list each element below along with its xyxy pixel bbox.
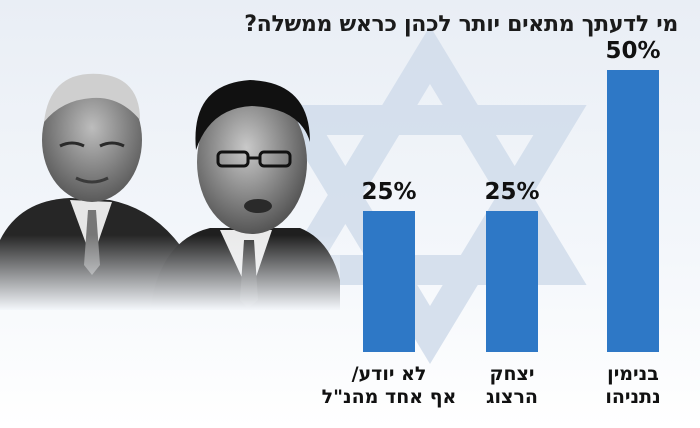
bar-1	[486, 211, 538, 352]
category-label-0-line-0: לא יודע/	[352, 363, 427, 385]
bar-2	[607, 70, 659, 352]
chart-title: מי לדעתך מתאים יותר לכהן כראש ממשלה?	[244, 12, 678, 37]
category-label-1-line-0: יצחק	[489, 363, 534, 385]
category-label-2-line-1: נתניהו	[605, 386, 660, 408]
value-label-0: 25%	[361, 179, 416, 205]
value-label-1: 25%	[484, 179, 539, 205]
value-label-2: 50%	[605, 38, 660, 64]
category-label-2-line-0: בנימין	[607, 363, 659, 385]
category-label-1-line-1: הרצוג	[486, 386, 538, 408]
bar-0	[363, 211, 415, 352]
politicians-photo	[0, 60, 340, 310]
category-label-0-line-1: אף אחד מהנ"ל	[322, 386, 457, 408]
